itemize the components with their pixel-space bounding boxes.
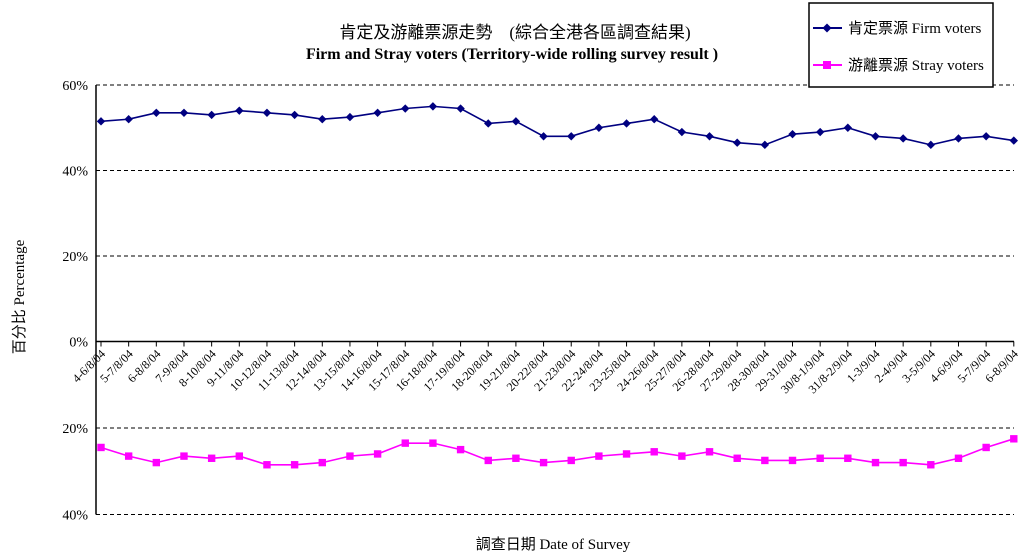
stray-series-line: [100, 438, 1015, 466]
legend-firm-diamond-icon: [822, 23, 832, 33]
firm-data-point: [318, 115, 327, 124]
y-tick-label: 60%: [62, 79, 88, 94]
stray-data-point: [290, 461, 299, 469]
firm-data-point: [732, 138, 742, 147]
stray-data-point: [124, 452, 133, 460]
stray-data-point: [678, 452, 686, 460]
stray-data-point: [1010, 435, 1018, 443]
legend-box: [808, 2, 994, 88]
firm-data-point: [124, 115, 133, 124]
stray-data-point: [567, 456, 575, 465]
firm-data-point: [235, 106, 244, 115]
firm-data-point: [705, 132, 714, 141]
stray-data-point: [152, 458, 161, 467]
y-tick-label: 20%: [62, 250, 88, 265]
stray-data-point: [512, 454, 520, 462]
x-tick-labels: 4-6/8/045-7/8/046-8/8/047-9/8/048-10/8/0…: [69, 347, 1020, 396]
firm-data-point: [179, 108, 189, 117]
y-tick-label: 40%: [62, 165, 88, 180]
firm-data-point: [511, 117, 521, 126]
firm-data-point: [373, 108, 382, 117]
stray-data-point: [733, 454, 741, 462]
stray-data-point: [263, 461, 271, 469]
gridlines: [96, 84, 1014, 515]
stray-data-point: [954, 454, 963, 462]
stray-data-point: [484, 456, 492, 465]
firm-data-point: [401, 104, 410, 113]
y-tick-labels: 60% 40% 20% 0% 20% 40%: [62, 79, 88, 524]
chart-title-zh: 肯定及游離票源走勢 (綜合全港各區調查結果): [339, 23, 690, 42]
stray-data-point: [97, 443, 105, 452]
y-tick-label: 40%: [62, 509, 88, 524]
stray-data-point: [318, 458, 326, 467]
series-layer: [96, 102, 1018, 469]
firm-data-point: [954, 134, 963, 143]
firm-data-point: [843, 123, 853, 132]
stray-data-point: [346, 452, 354, 460]
firm-series-line: [100, 105, 1014, 146]
firm-data-point: [345, 112, 355, 122]
y-tick-label: 0%: [69, 336, 88, 351]
firm-data-point: [428, 102, 438, 111]
stray-data-point: [816, 454, 824, 462]
firm-data-point: [677, 127, 687, 137]
stray-data-point: [982, 443, 990, 452]
firm-data-point: [650, 115, 659, 124]
firm-data-point: [207, 110, 216, 120]
legend: 肯定票源 Firm voters 游離票源 Stray voters: [808, 2, 994, 88]
firm-data-point: [539, 132, 548, 141]
y-axis-title: 百分比 Percentage: [11, 239, 28, 354]
stray-data-point: [180, 452, 188, 460]
stray-data-point: [927, 461, 935, 469]
axes: [95, 85, 1015, 515]
legend-stray-square-icon: [823, 61, 831, 69]
legend-firm-label: 肯定票源 Firm voters: [848, 20, 981, 37]
stray-data-point: [429, 439, 437, 447]
stray-data-point: [207, 454, 216, 462]
chart-title-en: Firm and Stray voters (Territory-wide ro…: [306, 46, 718, 63]
stray-data-point: [899, 458, 907, 467]
stray-data-point: [761, 456, 769, 465]
stray-data-point: [456, 445, 465, 454]
stray-data-point: [235, 452, 244, 460]
firm-data-point: [594, 123, 604, 132]
firm-data-point: [290, 110, 299, 120]
stray-data-point: [788, 456, 797, 465]
firm-data-point: [898, 134, 908, 143]
stray-data-point: [871, 458, 880, 467]
firm-data-point: [96, 117, 106, 126]
stray-data-point: [401, 439, 409, 447]
stray-data-point: [539, 458, 548, 467]
y-tick-label: 20%: [62, 422, 88, 437]
firm-data-point: [152, 108, 161, 117]
firm-data-point: [788, 129, 797, 139]
stray-data-point: [844, 454, 852, 462]
stray-data-point: [595, 452, 603, 460]
stray-data-point: [705, 448, 714, 456]
firm-data-point: [262, 108, 272, 117]
firm-data-point: [926, 140, 936, 150]
stray-data-point: [622, 450, 631, 458]
firm-data-point: [484, 119, 493, 128]
firm-data-point: [567, 132, 576, 141]
stray-data-point: [650, 448, 658, 456]
legend-stray-label: 游離票源 Stray voters: [848, 56, 984, 74]
firm-data-point: [622, 119, 631, 128]
firm-data-point: [815, 127, 825, 137]
stray-data-point: [373, 450, 382, 458]
firm-data-point: [456, 104, 465, 113]
firm-data-point: [1009, 136, 1018, 145]
firm-data-point: [871, 132, 880, 141]
firm-data-point: [981, 132, 991, 141]
x-axis-title: 調查日期 Date of Survey: [476, 536, 631, 553]
firm-data-point: [760, 140, 770, 150]
